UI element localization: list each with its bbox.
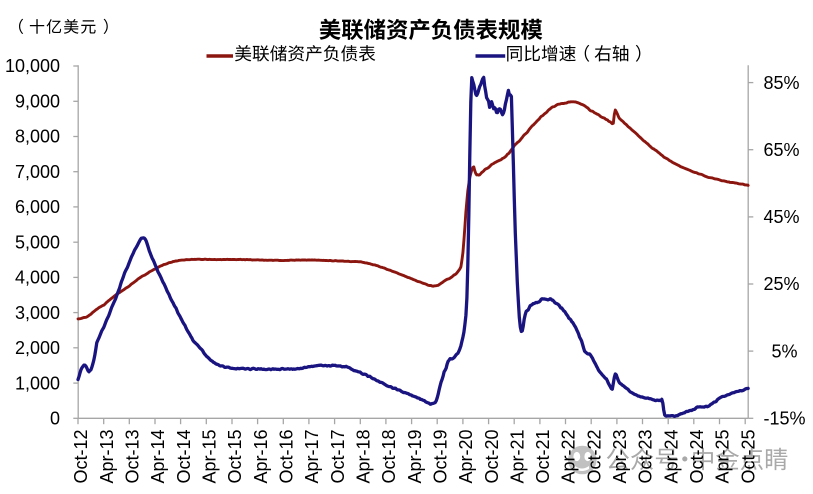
svg-text:85%: 85% (764, 73, 800, 93)
svg-text:25%: 25% (764, 274, 800, 294)
svg-text:Apr-13: Apr-13 (97, 429, 117, 483)
svg-text:7,000: 7,000 (15, 162, 60, 182)
svg-text:Oct-16: Oct-16 (277, 429, 297, 483)
svg-text:6,000: 6,000 (15, 197, 60, 217)
svg-text:3,000: 3,000 (15, 303, 60, 323)
svg-text:Oct-25: Oct-25 (738, 429, 758, 483)
svg-text:Oct-14: Oct-14 (174, 429, 194, 483)
svg-text:Oct-15: Oct-15 (225, 429, 245, 483)
svg-text:-15%: -15% (764, 409, 806, 429)
svg-text:4,000: 4,000 (15, 268, 60, 288)
svg-text:Apr-21: Apr-21 (507, 429, 527, 483)
svg-text:Apr-16: Apr-16 (251, 429, 271, 483)
svg-text:8,000: 8,000 (15, 127, 60, 147)
svg-text:Apr-25: Apr-25 (713, 429, 733, 483)
svg-text:Oct-18: Oct-18 (379, 429, 399, 483)
svg-text:Apr-24: Apr-24 (661, 429, 681, 483)
svg-text:2,000: 2,000 (15, 338, 60, 358)
svg-text:Oct-22: Oct-22 (584, 429, 604, 483)
svg-text:Apr-14: Apr-14 (148, 429, 168, 483)
svg-text:Oct-12: Oct-12 (71, 429, 91, 483)
svg-text:Apr-20: Apr-20 (456, 429, 476, 483)
svg-text:10,000: 10,000 (5, 56, 60, 76)
svg-text:Oct-17: Oct-17 (328, 429, 348, 483)
svg-text:Apr-19: Apr-19 (405, 429, 425, 483)
svg-text:Oct-24: Oct-24 (687, 429, 707, 483)
svg-text:Oct-20: Oct-20 (482, 429, 502, 483)
svg-text:Apr-17: Apr-17 (302, 429, 322, 483)
svg-text:45%: 45% (764, 207, 800, 227)
svg-text:Oct-23: Oct-23 (636, 429, 656, 483)
svg-text:5%: 5% (772, 341, 798, 361)
svg-text:65%: 65% (764, 140, 800, 160)
svg-text:Oct-13: Oct-13 (123, 429, 143, 483)
svg-text:Apr-15: Apr-15 (200, 429, 220, 483)
svg-text:Apr-18: Apr-18 (354, 429, 374, 483)
svg-text:Oct-19: Oct-19 (430, 429, 450, 483)
svg-text:Apr-22: Apr-22 (559, 429, 579, 483)
svg-text:Oct-21: Oct-21 (533, 429, 553, 483)
svg-text:9,000: 9,000 (15, 92, 60, 112)
svg-text:5,000: 5,000 (15, 232, 60, 252)
svg-text:0: 0 (50, 409, 60, 429)
svg-text:Apr-23: Apr-23 (610, 429, 630, 483)
svg-text:1,000: 1,000 (15, 373, 60, 393)
